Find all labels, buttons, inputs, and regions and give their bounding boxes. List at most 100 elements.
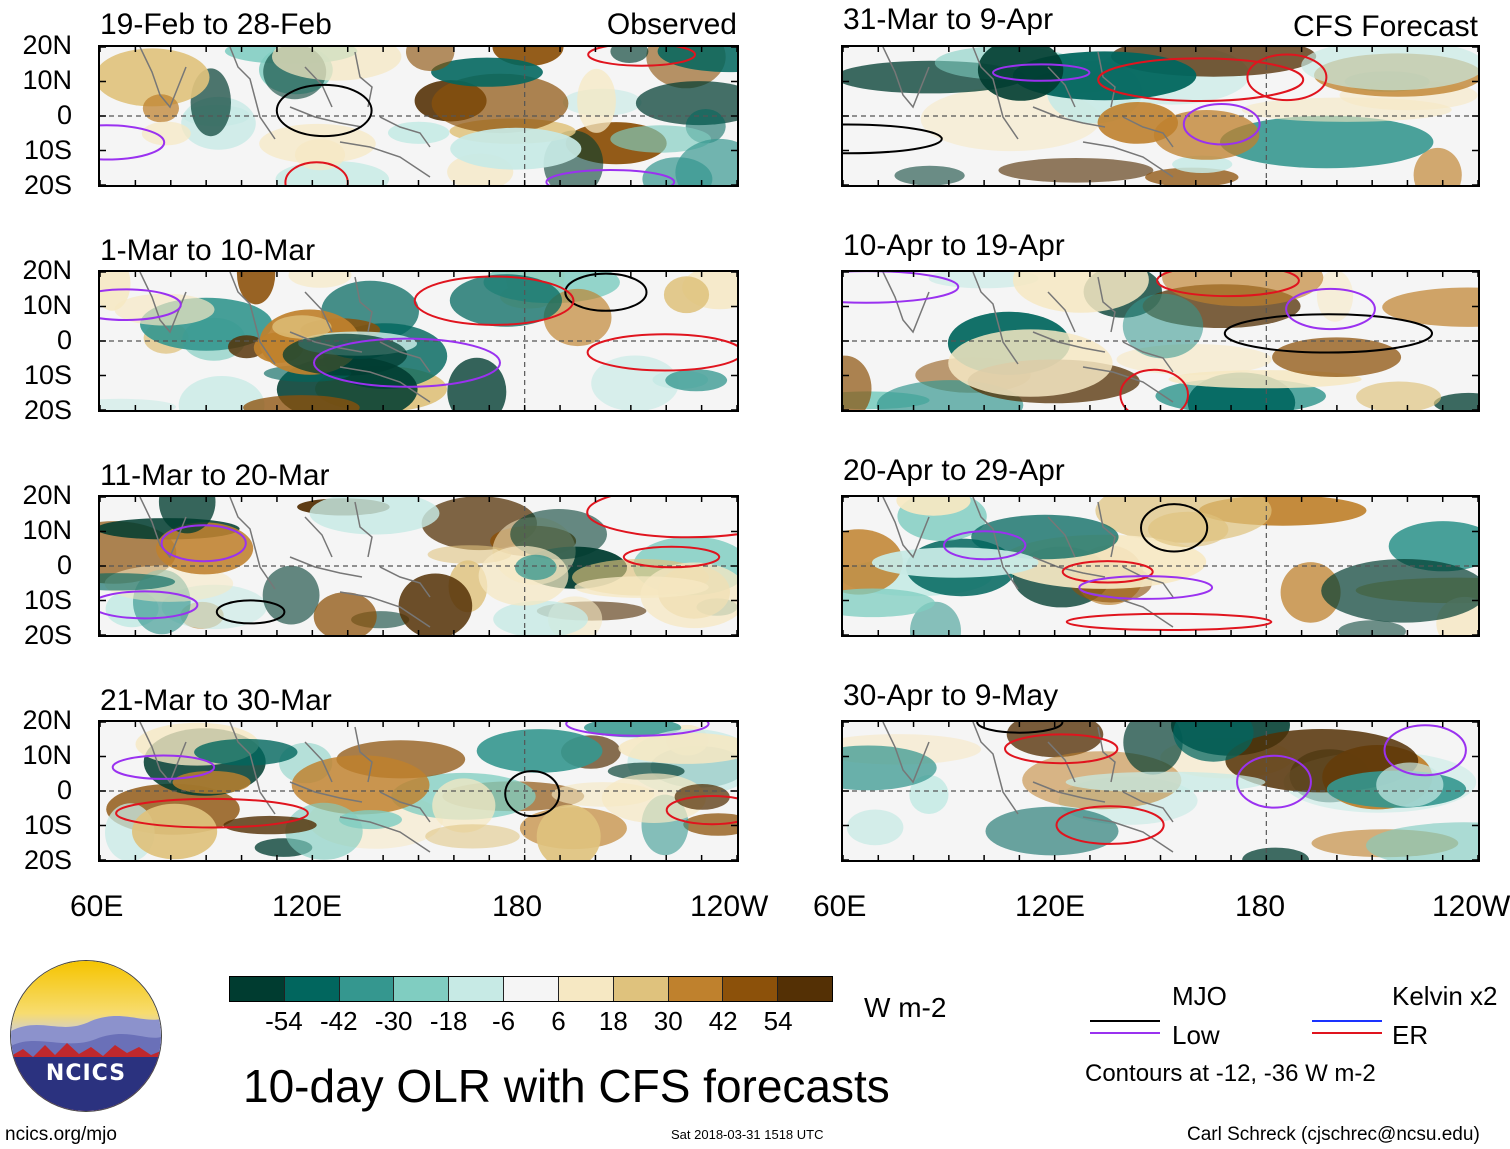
wave-contour — [1004, 733, 1119, 765]
panel-title-forecast-1: 31-Mar to 9-Apr — [843, 3, 1054, 36]
olr-anomaly-blob — [1321, 559, 1478, 623]
axis-ticks — [843, 722, 1478, 860]
lat-label-row4-0: 20N — [22, 705, 72, 735]
colorbar — [229, 976, 833, 1002]
olr-anomaly-blob — [309, 497, 440, 535]
lat-label-row4-4: 20S — [23, 845, 72, 875]
coastline-segment — [354, 501, 373, 558]
olr-anomaly-blob — [1220, 115, 1434, 169]
lat-label-row3-4: 20S — [23, 620, 72, 650]
olr-anomaly-blob — [1280, 562, 1341, 623]
coastline-segment — [379, 566, 431, 598]
map-panel-forecast-2 — [841, 270, 1480, 412]
coastline-segment — [1097, 276, 1116, 333]
olr-anomaly-blob — [1376, 762, 1444, 807]
wave-contour — [1182, 102, 1261, 146]
wave-contour — [1078, 575, 1214, 600]
footer-url[interactable]: ncics.org/mjo — [5, 1124, 117, 1145]
lon-label-180-right: 180 — [1235, 890, 1286, 923]
olr-anomaly-blob — [1123, 722, 1183, 775]
colorbar-label-4: -6 — [491, 1006, 516, 1036]
wave-contour — [1061, 560, 1154, 584]
wave-contour — [313, 337, 501, 388]
wave-contour — [215, 599, 286, 625]
coastline-segment — [304, 741, 333, 783]
coastline-segment — [1082, 816, 1174, 853]
coastline-segment — [1032, 331, 1106, 353]
coastline-segment — [354, 726, 373, 783]
wave-contour — [843, 123, 943, 155]
colorbar-label-5: 6 — [551, 1006, 566, 1036]
coastline-segment — [1097, 51, 1116, 108]
wave-contour — [976, 722, 1064, 734]
olr-anomaly-blob — [551, 782, 655, 807]
wave-contour — [587, 47, 696, 67]
coastline-segment — [1047, 66, 1076, 108]
olr-anomaly-blob — [114, 293, 215, 326]
wave-contour — [992, 63, 1091, 82]
olr-anomaly-blob — [663, 276, 710, 314]
wave-contour — [115, 797, 309, 829]
coastline-segment — [1032, 781, 1106, 803]
olr-anomaly-blob — [618, 732, 737, 764]
coastline-segment — [289, 331, 363, 353]
lat-label-row4-2: 0 — [56, 775, 72, 805]
coastlines — [882, 722, 1174, 853]
lat-label-row3-0: 20N — [22, 480, 72, 510]
olr-anomaly-blob — [909, 775, 949, 814]
coastline-segment — [379, 116, 431, 148]
lat-label-row2-0: 20N — [22, 255, 72, 285]
olr-anomaly-blob — [272, 315, 332, 339]
axis-ticks — [843, 497, 1478, 635]
coastline-segment — [972, 722, 1019, 815]
wave-contour — [100, 288, 182, 321]
map-panel-observed-2 — [98, 270, 739, 412]
olr-anomaly-blob — [1153, 110, 1260, 160]
wave-contour — [586, 333, 737, 372]
olr-anomaly-blob — [243, 395, 360, 410]
olr-anomaly-blob — [1356, 381, 1442, 410]
coastline-segment — [882, 272, 930, 334]
olr-anomaly-blob — [178, 376, 265, 410]
wave-contour — [1097, 57, 1305, 102]
coastline-segment — [1047, 741, 1076, 783]
wave-contour — [1383, 724, 1467, 777]
olr-anomaly-blob — [431, 73, 569, 134]
map-panel-observed-1 — [98, 45, 739, 187]
lat-label-row2-4: 20S — [23, 395, 72, 425]
olr-anomaly-blob — [871, 547, 1039, 578]
coastline-segment — [229, 272, 276, 365]
coastline-segment — [1047, 291, 1076, 333]
olr-anomaly-blob — [1301, 47, 1478, 91]
olr-anomaly-blob — [288, 272, 352, 288]
ncics-logo-text: NCICS — [45, 1061, 127, 1086]
axis-ticks — [843, 47, 1478, 185]
olr-anomaly-blob — [971, 514, 1119, 560]
panel-title-observed-3: 11-Mar to 20-Mar — [100, 459, 330, 492]
colorbar-box-0 — [230, 977, 285, 1001]
wave-contour — [1246, 53, 1328, 102]
olr-anomaly-blob — [610, 125, 712, 153]
wave-contour — [1119, 368, 1189, 410]
footer-author: Carl Schreck (cjschrec@ncsu.edu) — [1187, 1124, 1480, 1145]
legend-mjo-label: MJO — [1172, 981, 1227, 1011]
coastline-segment — [354, 276, 373, 333]
olr-anomaly-blob — [236, 272, 276, 305]
colorbar-box-2 — [339, 977, 395, 1001]
olr-anomaly-blob — [1338, 620, 1406, 635]
olr-anomaly-blob — [100, 48, 210, 107]
legend-er-label: ER — [1392, 1020, 1429, 1050]
coastline-segment — [1122, 791, 1174, 823]
coastline-segment — [1097, 501, 1116, 558]
wave-contour — [564, 272, 648, 312]
olr-anomaly-blob — [1006, 722, 1104, 758]
olr-anomaly-blob — [447, 357, 507, 410]
olr-anomaly-blob — [657, 47, 737, 73]
olr-anomaly-blob — [272, 47, 402, 81]
olr-anomaly-blob — [449, 274, 562, 327]
lat-label-row1-2: 0 — [56, 100, 72, 130]
coastlines — [882, 47, 1174, 178]
cfs-forecast-label: CFS Forecast — [1292, 10, 1478, 43]
olr-anomaly-blob — [406, 47, 455, 72]
colorbar-label-3: -18 — [429, 1006, 468, 1036]
